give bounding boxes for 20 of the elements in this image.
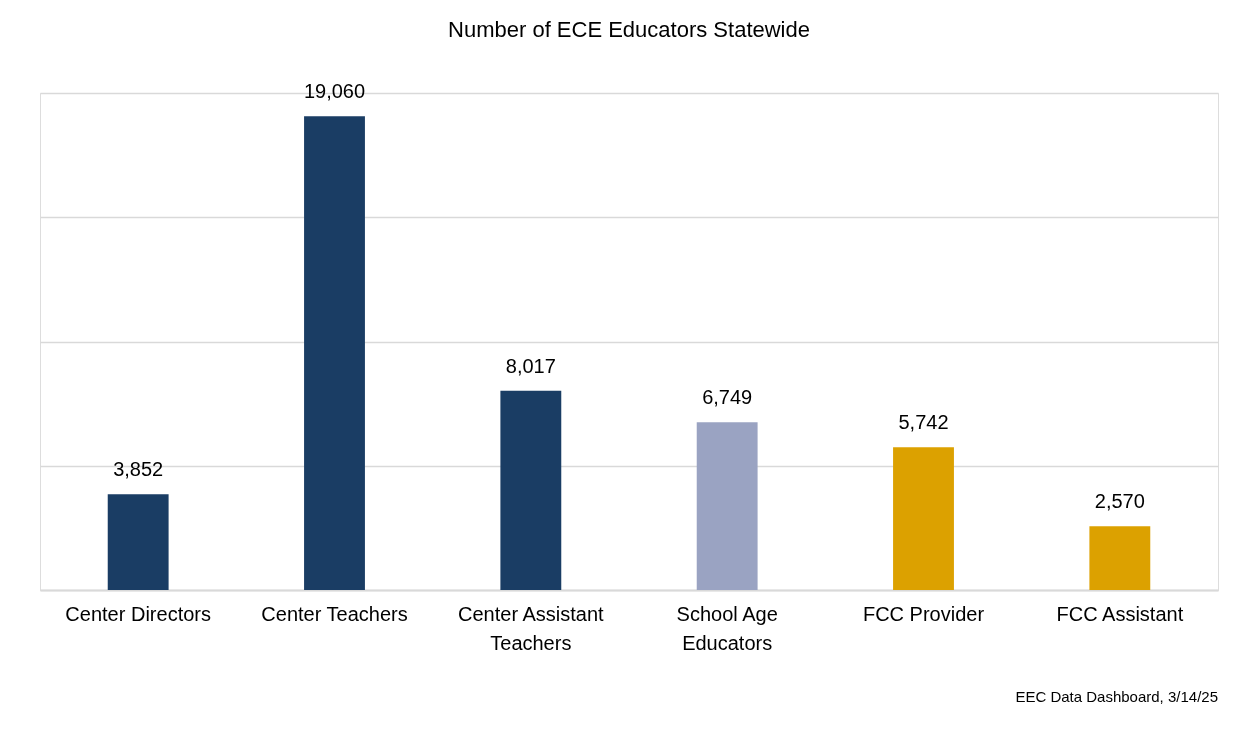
chart-title: Number of ECE Educators Statewide [448, 17, 810, 43]
data-label: 8,017 [505, 354, 556, 377]
text: EEC Data Dashboard, 3/14/25 [1015, 688, 1218, 705]
x-tick-label: Center Directors [65, 602, 211, 625]
data-label: 2,570 [1094, 490, 1145, 513]
bar [304, 116, 365, 590]
x-tick-label: Center Teachers [261, 602, 408, 625]
data-label: 6,749 [702, 386, 753, 409]
x-tick-label: School Age Educators [676, 602, 778, 654]
x-tick-label: Center Assistant Teachers [458, 602, 605, 654]
x-tick-label: FCC Assistant [1056, 602, 1184, 625]
data-label: 5,742 [898, 411, 949, 434]
bar [1089, 526, 1151, 590]
bar [500, 390, 562, 590]
bar [696, 422, 758, 590]
x-tick-label: FCC Provider [862, 602, 985, 625]
bar [893, 447, 954, 590]
data-label: 3,852 [113, 458, 164, 481]
bar [107, 494, 169, 590]
data-label: 19,060 [303, 80, 366, 103]
